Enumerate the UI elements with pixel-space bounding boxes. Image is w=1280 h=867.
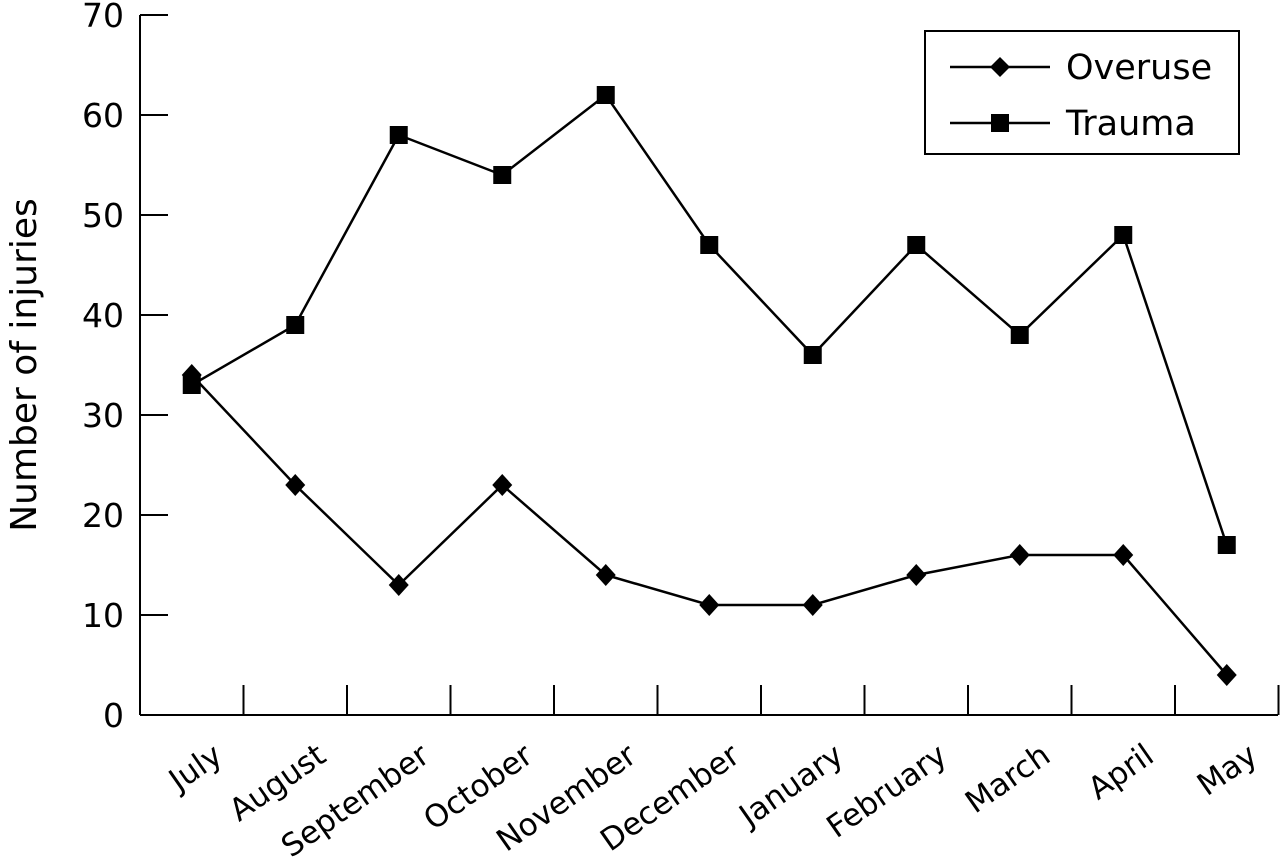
data-point-trauma [1114,226,1133,244]
data-point-trauma [389,126,408,144]
y-axis-title: Number of injuries [4,198,45,532]
data-point-overuse [699,594,720,616]
legend-label-trauma: Trauma [1065,104,1196,144]
data-point-overuse [906,564,927,586]
data-point-overuse [1009,544,1030,566]
y-tick-label: 60 [82,96,124,135]
y-axis-ticks: 0 10 20 30 40 50 60 70 [82,0,168,735]
data-point-overuse [1216,664,1237,686]
series-layer [181,86,1237,686]
x-axis-ticks: JulyAugustSeptemberOctoberNovemberDecemb… [161,685,1280,865]
data-point-trauma [286,316,305,334]
y-tick-label: 10 [82,596,124,635]
data-point-trauma [493,166,512,184]
series-trauma [182,86,1236,554]
legend-label-overuse: Overuse [1066,48,1212,88]
chart-axes [139,15,1278,716]
series-overuse [181,364,1237,686]
data-point-trauma [1010,326,1029,344]
legend-marker-trauma [991,114,1009,132]
data-point-overuse [388,574,409,596]
data-point-trauma [182,376,201,394]
data-point-trauma [596,86,615,104]
y-tick-label: 70 [82,0,124,35]
y-tick-label: 30 [82,396,124,435]
x-tick-label: March [959,737,1057,821]
y-tick-label: 50 [82,196,124,235]
x-tick-label: May [1191,737,1264,803]
y-tick-label: 20 [82,496,124,535]
data-point-overuse [492,474,513,496]
data-point-overuse [802,594,823,616]
legend-marker-overuse [990,57,1010,77]
data-point-overuse [285,474,306,496]
data-point-overuse [595,564,616,586]
series-line-trauma [191,93,1228,546]
data-point-trauma [803,346,822,364]
data-point-trauma [907,236,926,254]
data-point-trauma [700,236,719,254]
x-tick-label: April [1082,737,1161,807]
legend: Overuse Trauma [924,30,1240,155]
x-tick-label: July [161,737,229,800]
data-point-trauma [1217,536,1236,554]
legend-box [924,30,1240,155]
y-tick-label: 0 [103,696,124,735]
y-tick-label: 40 [82,296,124,335]
data-point-overuse [1113,544,1134,566]
series-line-overuse [190,374,1228,676]
